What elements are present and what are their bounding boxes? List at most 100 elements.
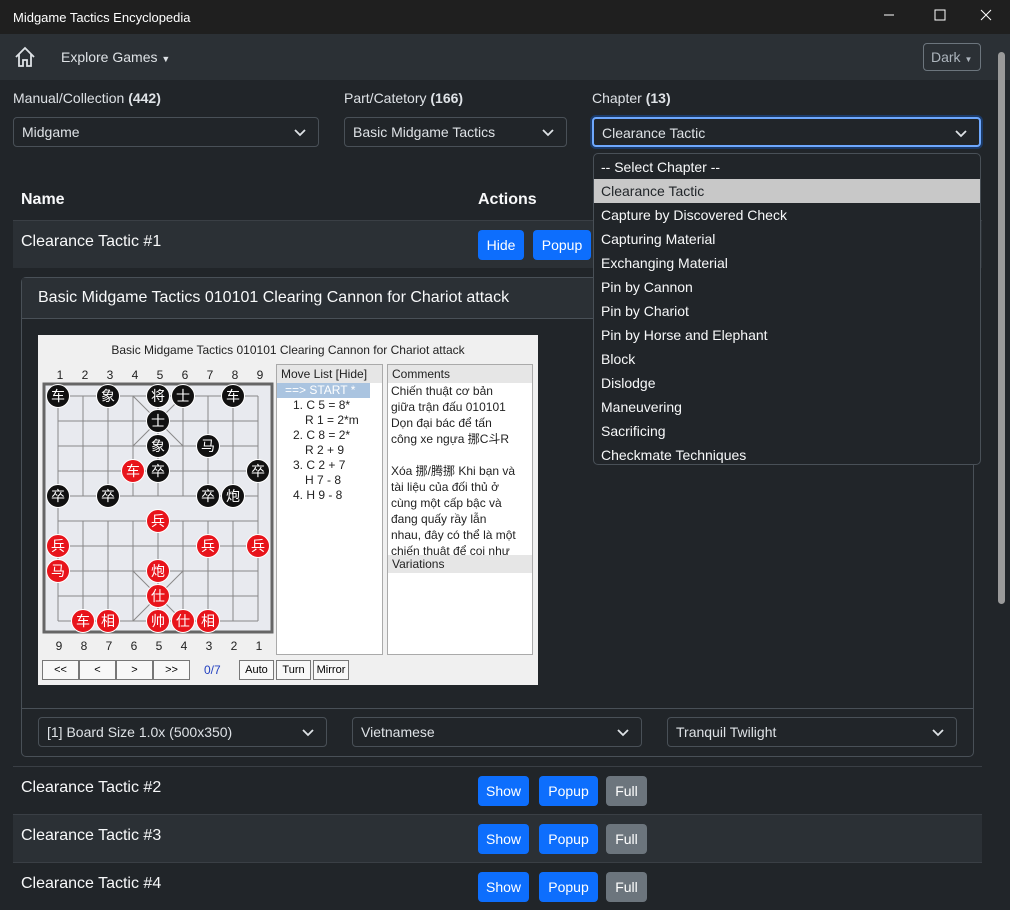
board[interactable]: 1 2 3 4 5 6 7 8 99 8 7 6 5 4 3 2 1车象将士车士象 马车卒卒卒卒卒炮兵兵兵兵马 炮仕… [38,335,278,657]
home-icon[interactable] [14,46,36,68]
move[interactable]: 1. C 5 = 8* [293,398,351,412]
piece[interactable] [96,484,120,508]
action-button[interactable]: Show [478,824,529,854]
piece-label: 车 [51,388,65,404]
action-button[interactable]: Hide [478,230,524,260]
dropdown-option[interactable]: Sacrificing [601,423,666,439]
action-button[interactable]: Full [606,872,647,902]
piece[interactable] [96,609,120,633]
dropdown-option[interactable]: Capturing Material [601,231,716,247]
piece[interactable] [146,409,170,433]
chevron [542,129,554,137]
action-button[interactable]: Popup [539,776,598,806]
piece[interactable] [146,584,170,608]
dropdown-option[interactable]: Pin by Chariot [601,303,689,319]
moves: ==> START * 1. C 5 = 8* R 1 = 2*m 2. C 8 = … [277,383,382,503]
piece[interactable] [221,484,245,508]
file-label: 6 [131,639,138,653]
move[interactable]: R 1 = 2*m [305,413,359,427]
dropdown-option[interactable]: Clearance Tactic [594,179,980,203]
dropdown-option[interactable]: Capture by Discovered Check [601,207,787,223]
move[interactable]: R 2 + 9 [305,443,345,457]
nav-button[interactable]: > [116,660,153,680]
piece[interactable] [246,534,270,558]
nav-button[interactable]: >> [153,660,190,680]
chevron [617,729,629,737]
move[interactable]: 3. C 2 + 7 [293,458,346,472]
move[interactable]: ==> START * [277,383,370,398]
dropdown-option[interactable]: Exchanging Material [601,255,728,271]
dropdown-option[interactable]: Checkmate Techniques [601,447,747,463]
comments: Comments Chiến thuật cơ bản giữa trận đấ… [387,364,533,655]
piece[interactable] [96,384,120,408]
piece-label: 马 [51,563,65,579]
dropdown-option[interactable]: Pin by Cannon [601,279,693,295]
piece[interactable] [46,384,70,408]
action-button[interactable]: Popup [539,824,598,854]
close-button[interactable] [979,8,993,22]
panel-select[interactable]: Vietnamese [352,717,642,747]
scroll-thumb[interactable] [998,52,1005,604]
scrollbar[interactable] [996,48,1008,904]
filter-select[interactable]: Clearance Tactic [592,117,981,147]
piece[interactable] [146,434,170,458]
filter-value: Midgame [22,124,80,140]
piece[interactable] [146,559,170,583]
nav-button[interactable]: < [79,660,116,680]
nav-button[interactable]: << [42,660,79,680]
piece[interactable] [146,509,170,533]
piece[interactable] [196,484,220,508]
dropdown-option[interactable]: Block [601,351,636,367]
piece[interactable] [246,459,270,483]
piece[interactable] [171,609,195,633]
panel-select[interactable]: [1] Board Size 1.0x (500x350) [38,717,327,747]
file-label: 7 [106,639,113,653]
maximize-button[interactable] [933,8,947,22]
piece[interactable] [46,484,70,508]
piece[interactable] [196,434,220,458]
chevron [302,729,314,737]
dropdown-option[interactable]: Dislodge [601,375,656,391]
piece[interactable] [221,384,245,408]
explore-menu[interactable]: Explore Games ▼ [61,49,171,65]
theme-button[interactable]: Dark ▼ [923,43,981,71]
piece[interactable] [146,459,170,483]
piece[interactable] [46,559,70,583]
move[interactable]: 4. H 9 - 8 [293,488,343,502]
piece[interactable] [196,534,220,558]
panel-select[interactable]: Tranquil Twilight [667,717,957,747]
toggle-button[interactable]: Turn [276,660,311,680]
piece[interactable] [171,384,195,408]
filter-select[interactable]: Midgame [13,117,319,147]
panel-select-value: Tranquil Twilight [676,724,777,740]
minimize-button[interactable] [882,8,896,22]
dropdown-option[interactable]: Pin by Horse and Elephant [601,327,768,343]
dropdown-option[interactable]: -- Select Chapter -- [601,159,721,175]
action-button[interactable]: Full [606,824,647,854]
filter-select[interactable]: Basic Midgame Tactics [344,117,567,147]
toggle-button[interactable]: Auto [239,660,274,680]
move[interactable]: H 7 - 8 [305,473,342,487]
piece[interactable] [121,459,145,483]
filter-count: (442) [128,90,161,106]
piece[interactable] [146,384,170,408]
file-label: 6 [182,368,189,382]
piece[interactable] [196,609,220,633]
dropdown-option[interactable]: Maneuvering [601,399,682,415]
piece-label: 仕 [176,613,190,629]
action-button[interactable]: Full [606,776,647,806]
toggle-button[interactable]: Mirror [313,660,349,680]
action-button[interactable]: Popup [533,230,591,260]
piece[interactable] [71,609,95,633]
action-button[interactable]: Popup [539,872,598,902]
move[interactable]: 2. C 8 = 2* [293,428,351,442]
piece[interactable] [46,534,70,558]
action-button[interactable]: Show [478,872,529,902]
viewer-title: Basic Midgame Tactics 010101 Clearing Ca… [111,343,465,357]
file-label: 5 [156,639,163,653]
row-name: Clearance Tactic #2 [21,779,162,796]
piece[interactable] [146,609,170,633]
move-list-header[interactable]: Move List [Hide] [277,365,382,383]
action-button[interactable]: Show [478,776,529,806]
